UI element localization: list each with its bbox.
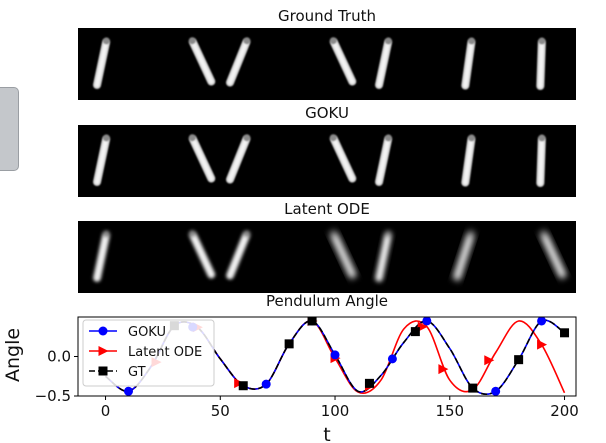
chart-legend: GOKU Latent ODE GT (82, 319, 215, 387)
y-axis-label: Angle (2, 328, 24, 382)
gt-point (468, 383, 478, 393)
side-panel-tab[interactable] (0, 87, 19, 171)
gt-point (514, 355, 524, 365)
pendulum-frame (226, 37, 251, 87)
pendulum-frame (375, 134, 393, 186)
gt-point (410, 327, 420, 337)
latent-ode-strip (78, 221, 576, 293)
pendulum-frame (453, 230, 475, 281)
goku-point (330, 350, 340, 360)
pendulum-frame (93, 37, 111, 89)
ground-truth-strip (78, 28, 576, 100)
pendulum-frame (188, 134, 216, 183)
pendulum-frame (461, 37, 476, 90)
goku-point (491, 386, 501, 396)
pendulum-frame (93, 134, 111, 186)
legend-label-latent-ode: Latent ODE (128, 345, 202, 360)
legend-label-goku: GOKU (128, 325, 166, 340)
legend-label-gt: GT (128, 365, 146, 380)
goku-strip (78, 125, 576, 197)
pendulum-frame (461, 134, 476, 187)
latent-ode-point (417, 321, 428, 332)
x-tick-label: 100 (321, 402, 350, 420)
pendulum-frame (93, 230, 111, 282)
gt-point (238, 381, 248, 391)
goku-point (387, 354, 397, 364)
pendulum-frame (329, 134, 357, 183)
goku-point (422, 317, 432, 326)
latent-ode-point (438, 364, 449, 375)
latent-ode-point (484, 355, 495, 366)
pendulum-frame (536, 37, 546, 90)
x-axis-label: t (323, 424, 330, 443)
pendulum-frame (329, 230, 357, 279)
pendulum-frame (329, 37, 357, 86)
goku-title: GOKU (305, 104, 349, 122)
pendulum-frame (375, 37, 393, 89)
x-tick-label: 200 (550, 402, 579, 420)
pendulum-frame (226, 230, 251, 280)
pendulum-angle-chart: Pendulum Angle 0 50 100 150 200 0.0 −0.5 GOKU La… (2, 292, 579, 443)
gt-point (364, 378, 374, 388)
gt-point (307, 317, 317, 326)
legend-marker-goku (98, 326, 108, 336)
pendulum-frame (539, 230, 567, 279)
pendulum-frame (226, 134, 251, 184)
latent-ode-title: Latent ODE (284, 200, 370, 218)
y-tick-label: 0.0 (47, 348, 71, 366)
legend-marker-latent-ode (98, 346, 109, 356)
x-tick-label: 50 (211, 402, 230, 420)
goku-point (537, 317, 547, 326)
goku-point (261, 379, 271, 389)
x-tick-label: 150 (435, 402, 464, 420)
pendulum-frame (188, 230, 216, 279)
pendulum-frame (375, 230, 393, 282)
pendulum-frame (536, 134, 546, 187)
x-tick-label: 0 (101, 402, 111, 420)
chart-title: Pendulum Angle (266, 292, 388, 310)
legend-marker-gt (98, 366, 108, 376)
gt-point (560, 328, 570, 338)
ground-truth-title: Ground Truth (278, 7, 376, 25)
latent-ode-point (537, 339, 548, 350)
gt-point (284, 339, 294, 349)
pendulum-frame (188, 37, 216, 86)
y-tick-label: −0.5 (35, 387, 71, 405)
goku-point (123, 386, 133, 396)
